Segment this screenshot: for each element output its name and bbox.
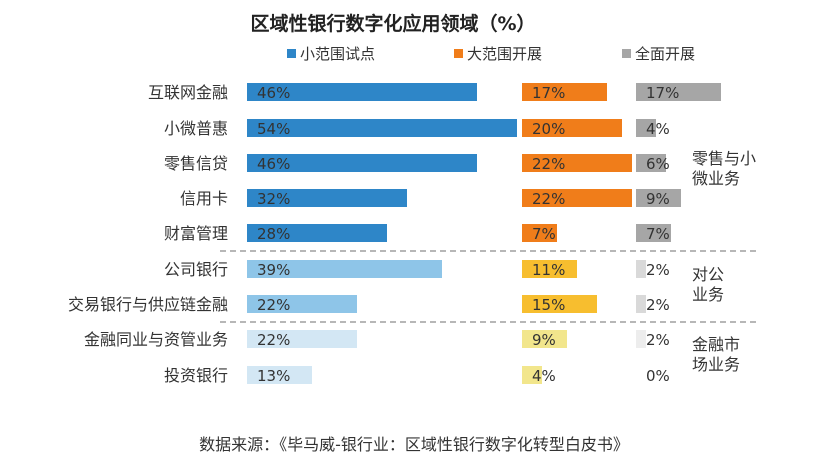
group-label-2: 对公业务: [692, 265, 724, 304]
bar-s3-r7: [636, 295, 646, 313]
category-label-4: 信用卡: [180, 189, 228, 208]
category-label-6: 公司银行: [164, 260, 228, 279]
value-label-s3-r1: 17%: [646, 84, 679, 102]
bar-s1-r6: [247, 260, 442, 278]
value-label-s1-r5: 28%: [257, 225, 290, 243]
value-label-s1-r4: 32%: [257, 190, 290, 208]
category-label-2: 小微普惠: [164, 119, 228, 138]
chart-title: 区域性银行数字化应用领域（%）: [250, 12, 535, 35]
group-label-3: 金融市场业务: [692, 335, 740, 374]
value-label-s1-r1: 46%: [257, 84, 290, 102]
value-label-s3-r2: 4%: [646, 120, 670, 138]
value-label-s3-r7: 2%: [646, 296, 670, 314]
bar-s3-r8: [636, 330, 646, 348]
bar-s1-r4: [247, 189, 407, 207]
value-label-s2-r6: 11%: [532, 261, 565, 279]
value-label-s2-r8: 9%: [532, 331, 556, 349]
legend: 小范围试点 大范围开展 全面开展: [287, 45, 695, 63]
bar-s2-r3: [522, 154, 632, 172]
separators: [220, 250, 760, 323]
bar-s2-r8: [522, 330, 567, 348]
value-label-s2-r4: 22%: [532, 190, 565, 208]
group-label-1: 零售与小微业务: [692, 149, 756, 188]
category-label-1: 互联网金融: [148, 83, 228, 102]
bar-s2-r5: [522, 224, 557, 242]
category-label-8: 金融同业与资管业务: [84, 330, 228, 349]
bar-s1-r2: [247, 119, 517, 137]
bar-s3-r4: [636, 189, 681, 207]
value-label-s1-r7: 22%: [257, 296, 290, 314]
bar-s1-r9: [247, 366, 312, 384]
value-label-s2-r5: 7%: [532, 225, 556, 243]
legend-swatch-1: [287, 49, 296, 58]
value-label-s1-r6: 39%: [257, 261, 290, 279]
bar-s1-r3: [247, 154, 477, 172]
category-label-9: 投资银行: [164, 366, 228, 385]
bar-s1-r5: [247, 224, 387, 242]
value-label-s3-r8: 2%: [646, 331, 670, 349]
bar-s2-r1: [522, 83, 607, 101]
value-label-s2-r3: 22%: [532, 155, 565, 173]
value-label-s2-r1: 17%: [532, 84, 565, 102]
legend-swatch-2: [454, 49, 463, 58]
bar-s1-r8: [247, 330, 357, 348]
value-label-s2-r7: 15%: [532, 296, 565, 314]
bar-s3-r2: [636, 119, 656, 137]
category-label-7: 交易银行与供应链金融: [68, 295, 228, 314]
source-note: 数据来源：《毕马威-银行业：区域性银行数字化转型白皮书》: [199, 435, 629, 454]
category-label-3: 零售信贷: [164, 154, 228, 173]
legend-swatch-3: [622, 49, 631, 58]
bar-s3-r5: [636, 224, 671, 242]
bar-s1-r7: [247, 295, 357, 313]
bar-s2-r7: [522, 295, 597, 313]
bar-s3-r1: [636, 83, 721, 101]
value-label-s1-r3: 46%: [257, 155, 290, 173]
value-label-s3-r3: 6%: [646, 155, 670, 173]
legend-label-1: 小范围试点: [300, 45, 375, 63]
bar-s2-r6: [522, 260, 577, 278]
legend-label-2: 大范围开展: [467, 45, 542, 63]
bar-s2-r2: [522, 119, 622, 137]
value-label-s3-r6: 2%: [646, 261, 670, 279]
bar-s3-r6: [636, 260, 646, 278]
value-label-s1-r2: 54%: [257, 120, 290, 138]
bar-s2-r4: [522, 189, 632, 207]
value-label-s1-r8: 22%: [257, 331, 290, 349]
value-label-s3-r4: 9%: [646, 190, 670, 208]
value-label-s1-r9: 13%: [257, 367, 290, 385]
category-label-5: 财富管理: [164, 224, 228, 243]
value-label-s2-r2: 20%: [532, 120, 565, 138]
value-label-s3-r9: 0%: [646, 367, 670, 385]
bar-s2-r9: [522, 366, 542, 384]
legend-label-3: 全面开展: [635, 45, 695, 63]
bar-s3-r3: [636, 154, 666, 172]
value-label-s2-r9: 4%: [532, 367, 556, 385]
value-label-s3-r5: 7%: [646, 225, 670, 243]
bars: 互联网金融 46% 17% 17% 小微普惠 54% 20% 4% 零售信贷 46% 22% 6% 信用…: [68, 83, 721, 385]
bar-s1-r1: [247, 83, 477, 101]
